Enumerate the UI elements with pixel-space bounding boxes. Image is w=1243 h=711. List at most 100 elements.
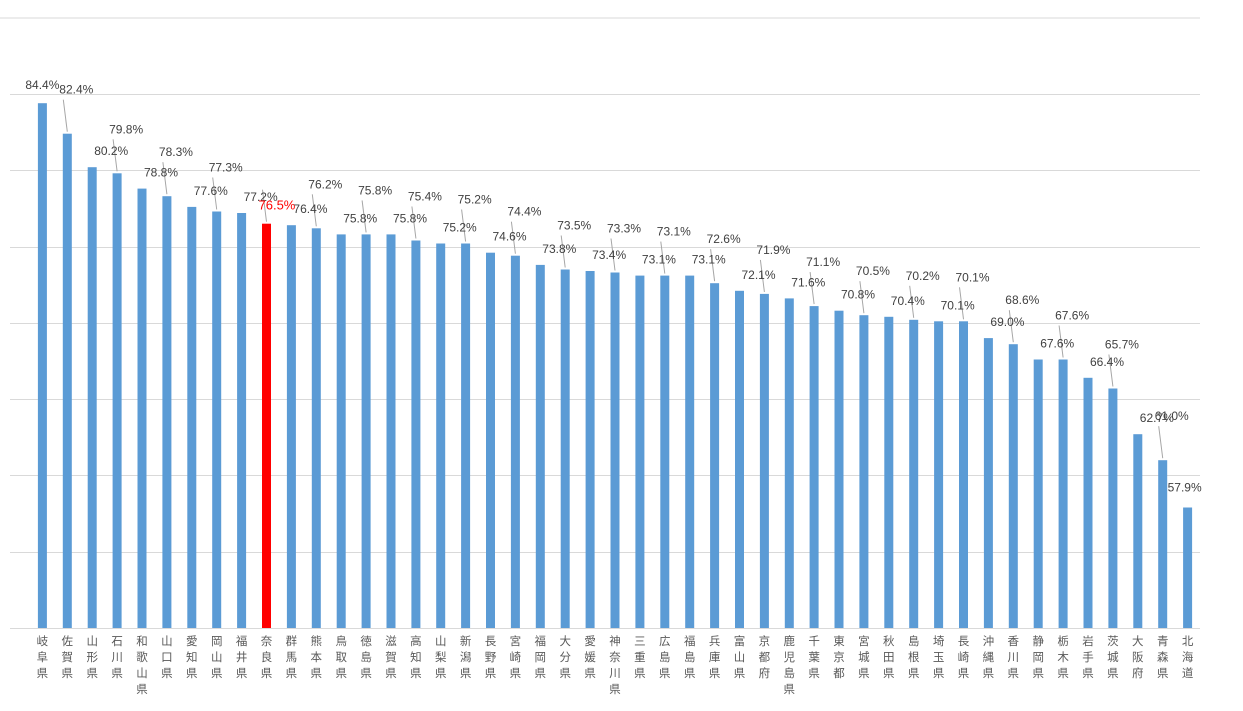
bar: [137, 188, 147, 628]
bar: [934, 321, 944, 628]
leader-line: [859, 281, 865, 314]
category-label: 富山県: [734, 634, 746, 680]
leader-line: [710, 249, 716, 282]
bar: [1158, 460, 1168, 628]
data-label: 76.4%: [293, 202, 327, 216]
data-label: 72.1%: [742, 268, 776, 282]
data-label: 62.7%: [1140, 411, 1174, 425]
category-label: 愛知県: [186, 634, 198, 680]
bar: [909, 319, 919, 628]
bar: [486, 252, 495, 628]
category-label: 沖縄県: [983, 634, 995, 680]
category-label: 三重県: [634, 634, 646, 680]
leader-line: [909, 285, 915, 318]
category-label: 広島県: [659, 634, 671, 680]
bar: [560, 269, 570, 628]
bar: [510, 255, 520, 628]
data-label: 74.4%: [507, 205, 541, 219]
category-label: 北海道: [1182, 634, 1194, 680]
bar: [710, 283, 720, 628]
data-label: 78.3%: [159, 145, 193, 159]
bar: [759, 293, 769, 628]
category-label: 東京都: [833, 634, 845, 680]
label-leader-lines: [62, 99, 1164, 459]
data-label: 78.8%: [144, 166, 178, 180]
category-label: 佐賀県: [62, 634, 74, 680]
data-label: 75.4%: [408, 190, 442, 204]
bar: [311, 228, 321, 629]
leader-line: [311, 194, 317, 227]
bar: [1058, 359, 1068, 628]
data-label: 67.6%: [1040, 337, 1074, 351]
leader-line: [162, 162, 168, 195]
category-label: 愛媛県: [584, 634, 596, 680]
bar: [1108, 388, 1118, 628]
category-label: 福井県: [236, 634, 248, 680]
leader-line: [510, 221, 516, 254]
category-label: 滋賀県: [385, 634, 397, 680]
category-label: 青森県: [1157, 634, 1169, 680]
category-label: 和歌山県: [136, 634, 148, 696]
bar: [187, 206, 197, 628]
category-label: 岡山県: [211, 634, 223, 680]
category-label: 高知県: [410, 634, 422, 680]
data-label: 66.4%: [1090, 355, 1124, 369]
bar: [660, 275, 670, 628]
data-label: 67.6%: [1055, 309, 1089, 323]
category-label: 徳島県: [360, 634, 372, 680]
category-label: 岩手県: [1082, 634, 1094, 680]
category-label: 鳥取県: [335, 634, 347, 680]
bar: [1083, 377, 1093, 628]
category-label: 鹿児島県: [784, 634, 796, 696]
leader-line: [62, 99, 68, 132]
category-label: 岐阜県: [37, 634, 49, 680]
leader-line: [1008, 310, 1014, 343]
category-label: 宮城県: [858, 634, 870, 680]
category-label: 香川県: [1008, 634, 1020, 680]
bar: [635, 275, 645, 628]
data-label: 71.6%: [791, 275, 825, 289]
category-label: 静岡県: [1032, 634, 1044, 680]
bar: [361, 234, 371, 628]
bar: [1133, 434, 1143, 628]
data-label: 75.8%: [393, 211, 427, 225]
bar: [87, 167, 97, 628]
bars: [37, 103, 1193, 629]
leader-line: [759, 259, 765, 292]
data-label: 70.4%: [891, 294, 925, 308]
category-label: 宮崎県: [510, 634, 522, 680]
category-label: 群馬県: [286, 634, 298, 680]
data-label: 73.1%: [657, 225, 691, 239]
category-label: 大阪府: [1132, 634, 1144, 680]
leader-line: [809, 272, 815, 305]
data-label: 75.2%: [458, 193, 492, 207]
bar: [461, 243, 471, 628]
bar: [784, 298, 794, 628]
data-label: 70.2%: [906, 269, 940, 283]
bar: [37, 103, 47, 628]
data-label: 72.6%: [707, 232, 741, 246]
bar: [610, 272, 620, 628]
bar: [834, 310, 844, 628]
category-label: 千葉県: [808, 634, 820, 680]
data-label: 82.4%: [59, 83, 93, 97]
bar: [1033, 359, 1043, 628]
bar: [959, 321, 968, 628]
data-label: 77.3%: [209, 161, 243, 175]
data-label: 73.1%: [692, 253, 726, 267]
bar: [884, 316, 894, 628]
category-label: 秋田県: [883, 634, 895, 680]
category-label: 福島県: [684, 634, 696, 680]
category-label: 長野県: [485, 634, 497, 680]
bar: [112, 173, 122, 629]
data-label: 65.7%: [1105, 338, 1139, 352]
category-label: 奈良県: [261, 634, 273, 680]
data-label: 73.4%: [592, 248, 626, 262]
bar: [535, 264, 545, 628]
data-label: 57.9%: [1168, 481, 1202, 495]
data-label: 75.8%: [343, 211, 377, 225]
bar: [859, 315, 869, 628]
category-label: 島根県: [908, 634, 920, 680]
